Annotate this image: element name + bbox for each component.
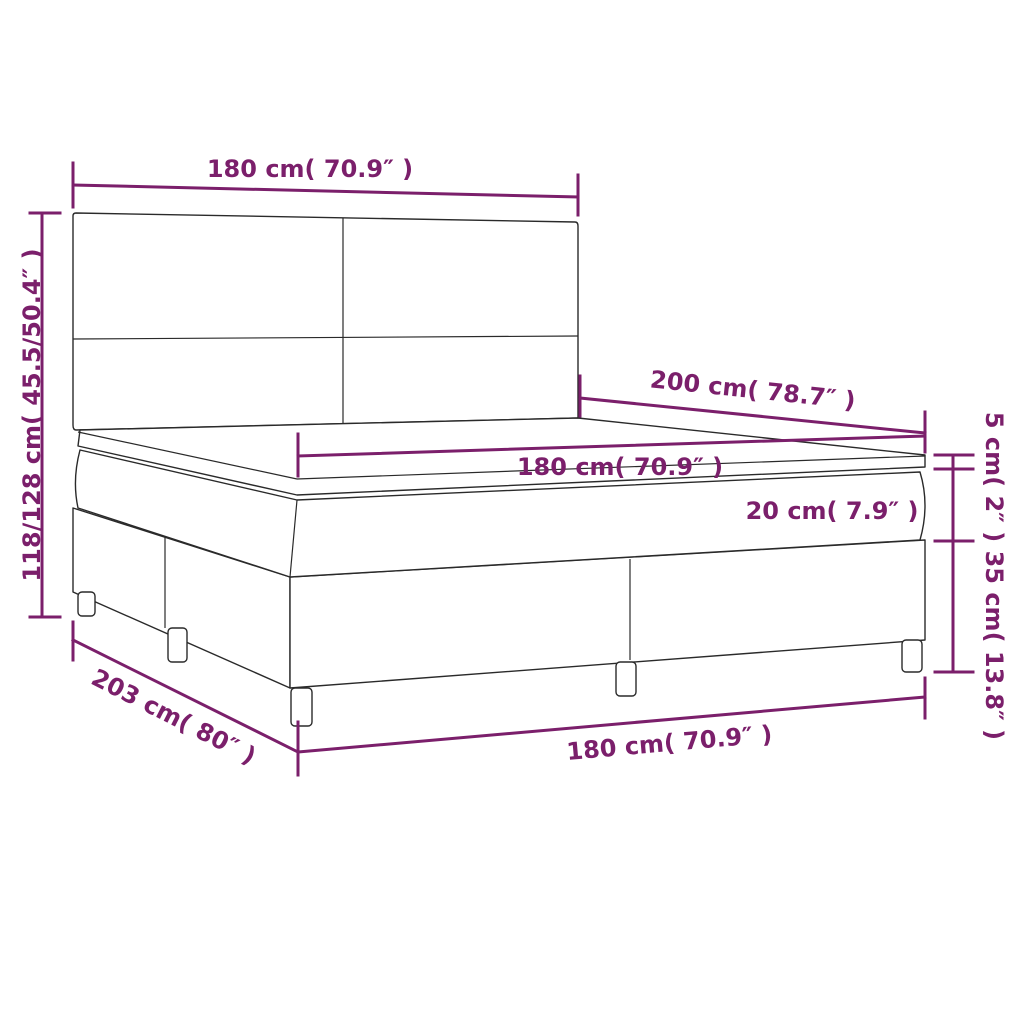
headboard-width-label: 180 cm( 70.9″ ) bbox=[207, 155, 413, 183]
leg bbox=[167, 627, 188, 663]
topper-edge-front bbox=[296, 455, 926, 480]
bed-drawing bbox=[72, 212, 926, 727]
leg bbox=[615, 661, 637, 697]
mattress-height-label: 20 cm( 7.9″ ) bbox=[746, 497, 919, 525]
total-length-label: 203 cm( 80″ ) bbox=[87, 663, 261, 770]
leg bbox=[901, 639, 923, 673]
leg bbox=[290, 687, 313, 727]
dimension-lines bbox=[28, 161, 975, 777]
headboard-divider-horizontal bbox=[72, 335, 579, 340]
mattress bbox=[74, 449, 926, 578]
total-height-label: 118/128 cm( 45.5/50.4″ ) bbox=[18, 248, 46, 581]
headboard bbox=[72, 212, 579, 431]
mattress-edge bbox=[289, 499, 298, 578]
topper-width-label: 180 cm( 70.9″ ) bbox=[517, 453, 723, 481]
topper-edge bbox=[77, 431, 298, 480]
topper bbox=[77, 417, 926, 496]
topper-and-base-height-label: 5 cm( 2″ ) 35 cm( 13.8″ ) bbox=[980, 412, 1008, 740]
leg bbox=[77, 591, 96, 617]
